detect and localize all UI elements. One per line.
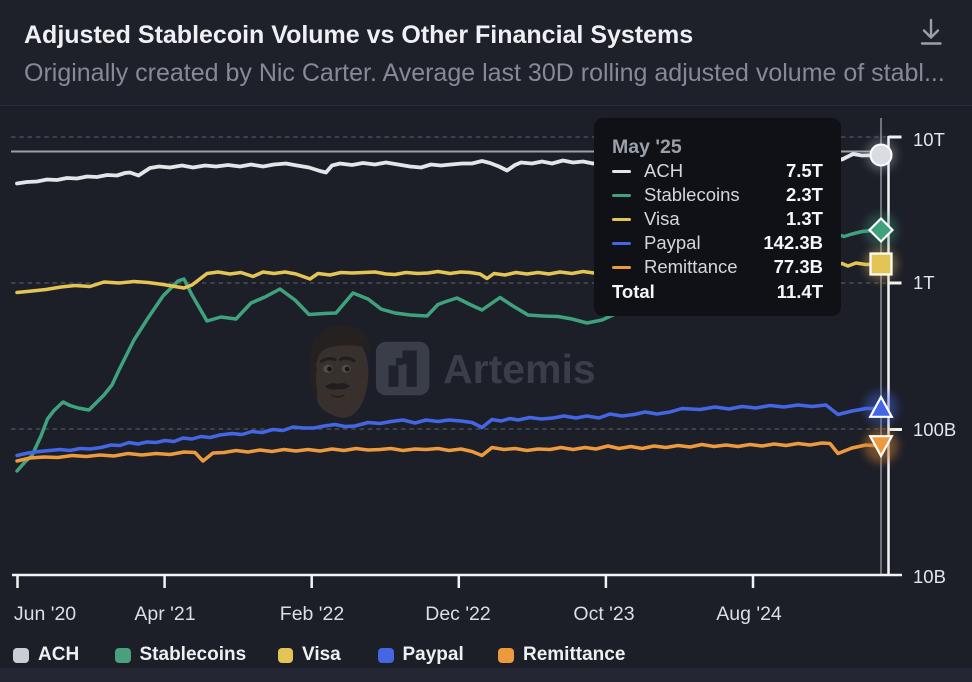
svg-text:Jun '20: Jun '20 <box>14 603 76 625</box>
svg-text:Oct '23: Oct '23 <box>573 603 634 625</box>
svg-text:Aug '24: Aug '24 <box>716 603 782 625</box>
svg-text:10B: 10B <box>913 566 946 587</box>
svg-text:Apr '21: Apr '21 <box>134 603 195 625</box>
svg-text:100B: 100B <box>913 419 956 440</box>
svg-text:Dec '22: Dec '22 <box>425 603 491 625</box>
svg-text:10T: 10T <box>913 129 945 150</box>
svg-text:Feb '22: Feb '22 <box>280 603 344 625</box>
svg-text:1T: 1T <box>913 272 935 293</box>
svg-text:Artemis: Artemis <box>443 346 596 392</box>
